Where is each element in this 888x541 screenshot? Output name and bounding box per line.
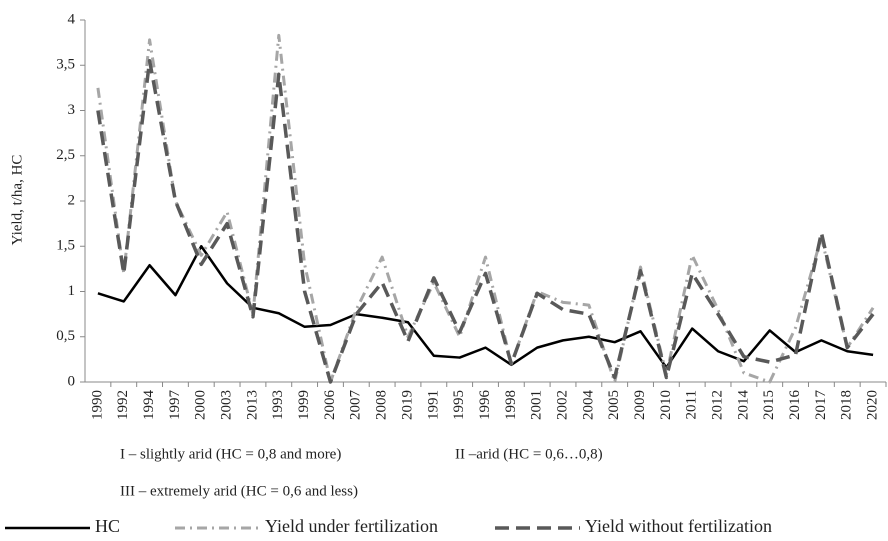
x-tick-label: 2008 (374, 390, 390, 420)
y-tick-label: 1,5 (56, 238, 75, 254)
x-tick-label: 2017 (813, 390, 829, 421)
legend-label: Yield under fertilization (265, 516, 438, 536)
x-tick-label: 2011 (684, 390, 700, 419)
x-tick-label: 2015 (761, 390, 777, 420)
y-tick-label: 0 (68, 373, 76, 389)
x-tick-label: 1998 (503, 390, 519, 420)
x-tick-label: 2020 (865, 390, 881, 420)
x-tick-label: 2007 (348, 390, 364, 421)
x-tick-label: 2005 (606, 390, 622, 420)
x-tick-label: 2004 (580, 390, 596, 421)
x-tick-label: 1990 (89, 390, 105, 420)
legend-label: Yield without fertilization (585, 516, 772, 536)
x-tick-label: 1992 (115, 390, 131, 420)
x-tick-label: 2013 (244, 390, 260, 420)
x-tick-label: 1994 (141, 390, 157, 421)
legend-label: HC (95, 516, 120, 536)
annotation: II –arid (HC = 0,6…0,8) (455, 446, 603, 462)
annotation: I – slightly arid (HC = 0,8 and more) (120, 446, 341, 462)
x-tick-label: 2000 (193, 390, 209, 420)
x-tick-label: 2002 (554, 390, 570, 420)
annotation: III – extremely arid (HC = 0,6 and less) (120, 483, 358, 499)
series-line (96, 58, 875, 384)
x-tick-label: 1999 (296, 390, 312, 420)
x-tick-label: 2006 (322, 390, 338, 421)
x-tick-label: 2019 (399, 390, 415, 420)
x-tick-label: 2012 (709, 390, 725, 420)
y-tick-label: 0,5 (56, 328, 75, 344)
x-tick-label: 1991 (425, 390, 441, 420)
x-tick-label: 1996 (477, 390, 493, 421)
y-tick-label: 3,5 (56, 57, 75, 73)
x-tick-label: 2018 (839, 390, 855, 420)
x-tick-label: 1993 (270, 390, 286, 420)
series-line (97, 245, 874, 369)
y-tick-label: 3 (68, 102, 76, 118)
x-tick-label: 2001 (529, 390, 545, 420)
y-tick-label: 2 (68, 192, 76, 208)
x-tick-label: 1995 (451, 390, 467, 420)
x-tick-label: 2014 (735, 390, 751, 421)
y-tick-label: 4 (68, 11, 76, 27)
x-tick-label: 2003 (219, 390, 235, 420)
x-tick-label: 2010 (658, 390, 674, 420)
x-tick-label: 1997 (167, 390, 183, 421)
y-axis-label: Yield, t/ha, HC (9, 155, 25, 246)
series-line (96, 33, 875, 384)
x-tick-label: 2016 (787, 390, 803, 421)
y-tick-label: 1 (68, 283, 76, 299)
x-tick-label: 2009 (632, 390, 648, 420)
y-tick-label: 2,5 (56, 147, 75, 163)
